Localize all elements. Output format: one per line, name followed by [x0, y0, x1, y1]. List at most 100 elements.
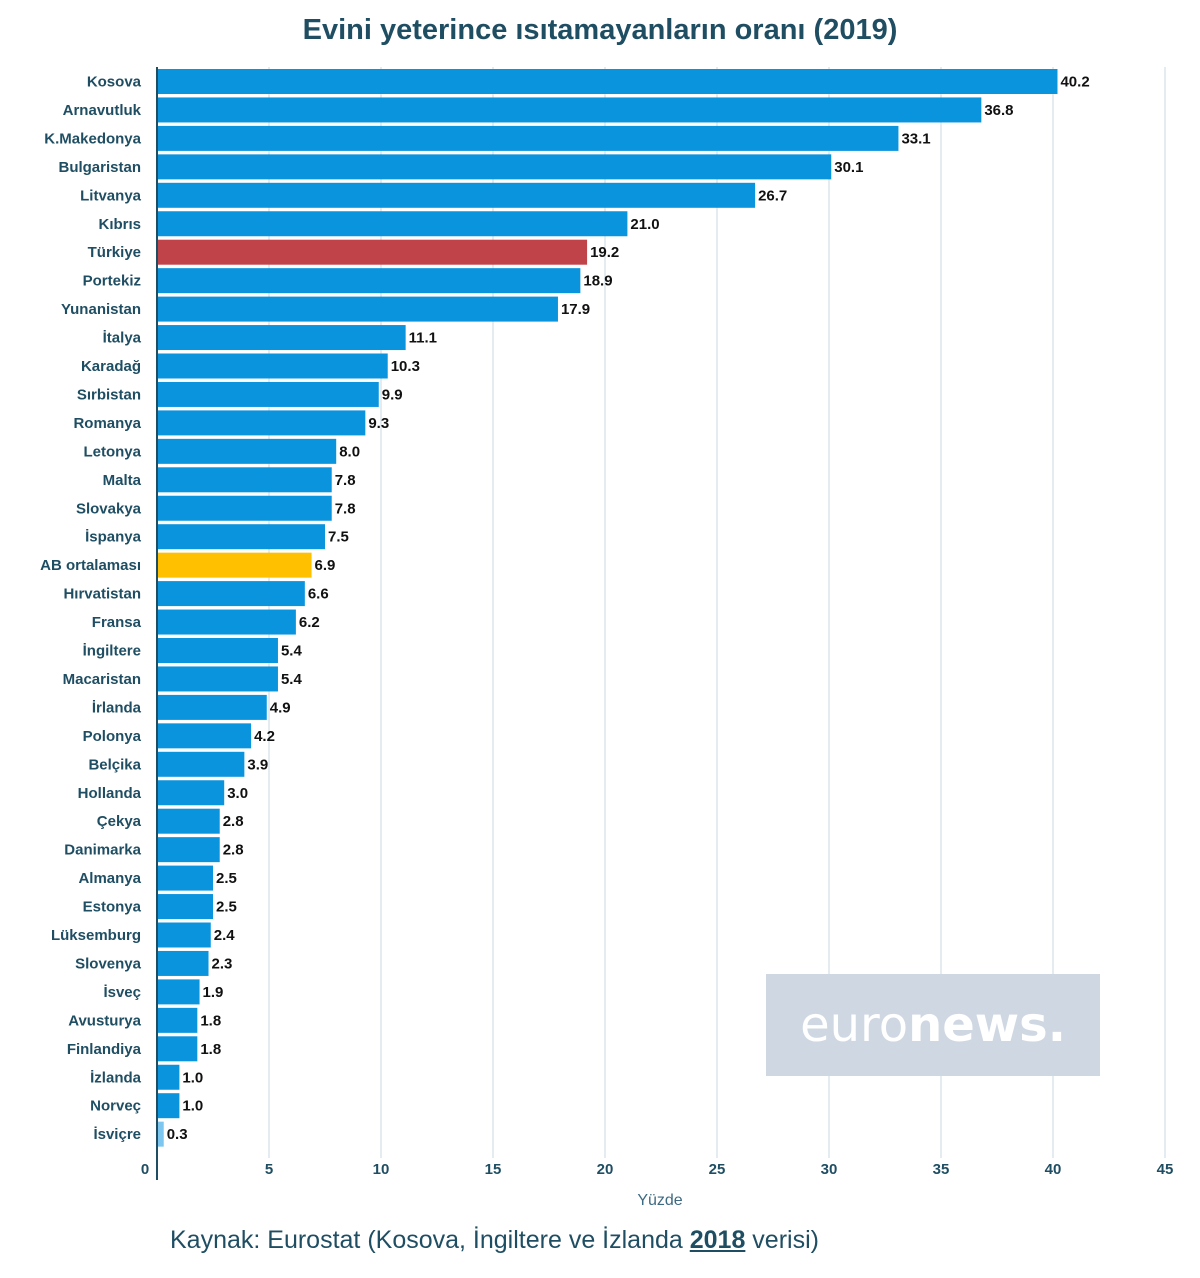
value-label: 2.3 — [212, 955, 233, 972]
euronews-logo: euro news. — [766, 974, 1100, 1076]
bar — [158, 410, 366, 436]
category-label: Macaristan — [63, 671, 141, 688]
x-tick-label: 45 — [1157, 1161, 1174, 1178]
value-label: 1.0 — [182, 1069, 203, 1086]
category-label: AB ortalaması — [40, 557, 141, 574]
category-label: İngiltere — [83, 643, 141, 660]
bar — [158, 638, 278, 663]
value-label: 40.2 — [1060, 74, 1089, 91]
bar — [158, 723, 252, 749]
bar — [158, 666, 278, 692]
category-label: Karadağ — [81, 358, 141, 375]
value-label: 7.8 — [335, 472, 356, 489]
bar — [158, 922, 211, 948]
value-label: 36.8 — [984, 102, 1013, 119]
category-label: Finlandiya — [67, 1041, 142, 1058]
value-label: 2.8 — [223, 842, 244, 859]
value-label: 10.3 — [391, 358, 420, 375]
bar — [158, 780, 225, 806]
bar — [158, 552, 312, 578]
value-label: 2.8 — [223, 813, 244, 830]
source-suffix: verisi) — [745, 1226, 819, 1254]
bar — [158, 1064, 180, 1090]
value-label: 26.7 — [758, 187, 787, 204]
chart-title: Evini yeterince ısıtamayanların oranı (2… — [302, 14, 898, 46]
bar — [158, 1093, 180, 1119]
value-label: 30.1 — [834, 159, 863, 176]
category-label: Arnavutluk — [63, 102, 142, 119]
bar — [158, 467, 332, 493]
value-label: 4.9 — [270, 699, 291, 716]
value-label: 4.2 — [254, 728, 275, 745]
category-label: Hollanda — [78, 785, 142, 802]
source-prefix: Kaynak: Eurostat (Kosova, İngiltere ve İ… — [170, 1226, 690, 1254]
value-label: 18.9 — [583, 273, 612, 290]
category-label: İspanya — [85, 529, 142, 546]
category-label: Yunanistan — [61, 301, 141, 318]
value-label: 3.9 — [247, 756, 268, 773]
bar-chart: 0 5 10 15 20 25 30 35 40 45 Kosova 40.2 Arnavutluk 36… — [40, 67, 1173, 1180]
labels: 0 5 10 15 20 25 30 35 40 45 Kosova 40.2 Arnavutluk 36… — [40, 74, 1173, 1179]
x-tick-label: 15 — [485, 1161, 502, 1178]
x-tick-label: 40 — [1045, 1161, 1062, 1178]
value-label: 0.3 — [167, 1126, 188, 1143]
value-label: 6.9 — [315, 557, 336, 574]
category-label: Norveç — [90, 1098, 141, 1115]
value-label: 17.9 — [561, 301, 590, 318]
bar — [158, 894, 213, 920]
bar — [158, 154, 832, 180]
category-label: Romanya — [73, 415, 141, 432]
category-label: Portekiz — [83, 273, 141, 290]
value-label: 2.5 — [216, 870, 237, 887]
source-note: Kaynak: Eurostat (Kosova, İngiltere ve İ… — [170, 1226, 819, 1255]
x-tick-label: 35 — [933, 1161, 950, 1178]
bar — [158, 581, 305, 607]
bar — [158, 97, 982, 123]
value-label: 1.8 — [200, 1041, 221, 1058]
value-label: 2.4 — [214, 927, 236, 944]
x-tick-label: 30 — [821, 1161, 838, 1178]
value-label: 1.8 — [200, 1012, 221, 1029]
bar — [158, 609, 296, 635]
value-label: 2.5 — [216, 899, 237, 916]
x-tick-label: 10 — [373, 1161, 390, 1178]
category-label: Polonya — [83, 728, 142, 745]
bar — [158, 837, 220, 863]
bar — [158, 438, 337, 464]
category-label: Estonya — [83, 899, 142, 916]
value-label: 3.0 — [227, 785, 248, 802]
bar — [158, 182, 756, 208]
value-label: 9.3 — [368, 415, 389, 432]
x-tick-label: 25 — [709, 1161, 726, 1178]
bar — [158, 1036, 198, 1062]
bar — [158, 808, 220, 834]
category-label: Hırvatistan — [63, 586, 141, 603]
bar — [158, 694, 267, 720]
bar — [158, 950, 209, 976]
bar — [158, 353, 388, 379]
bar — [158, 1121, 164, 1147]
value-label: 6.6 — [308, 586, 329, 603]
bar — [158, 865, 213, 891]
bar — [158, 125, 899, 151]
value-label: 7.8 — [335, 500, 356, 517]
x-tick-label: 0 — [141, 1161, 149, 1178]
category-label: Letonya — [83, 443, 141, 460]
bar — [158, 268, 581, 294]
category-label: Lüksemburg — [51, 927, 141, 944]
category-label: Kıbrıs — [98, 216, 141, 233]
category-label: İrlanda — [92, 699, 142, 716]
bar — [158, 296, 558, 322]
category-label: Almanya — [78, 870, 141, 887]
value-label: 7.5 — [328, 529, 349, 546]
value-label: 9.9 — [382, 386, 403, 403]
category-label: Bulgaristan — [58, 159, 141, 176]
bar — [158, 325, 406, 351]
bar — [158, 979, 200, 1005]
value-label: 5.4 — [281, 643, 303, 660]
logo-bold: news — [908, 997, 1048, 1053]
source-year: 2018 — [689, 1226, 746, 1254]
value-label: 21.0 — [630, 216, 659, 233]
category-label: İtalya — [103, 330, 142, 347]
value-label: 5.4 — [281, 671, 303, 688]
